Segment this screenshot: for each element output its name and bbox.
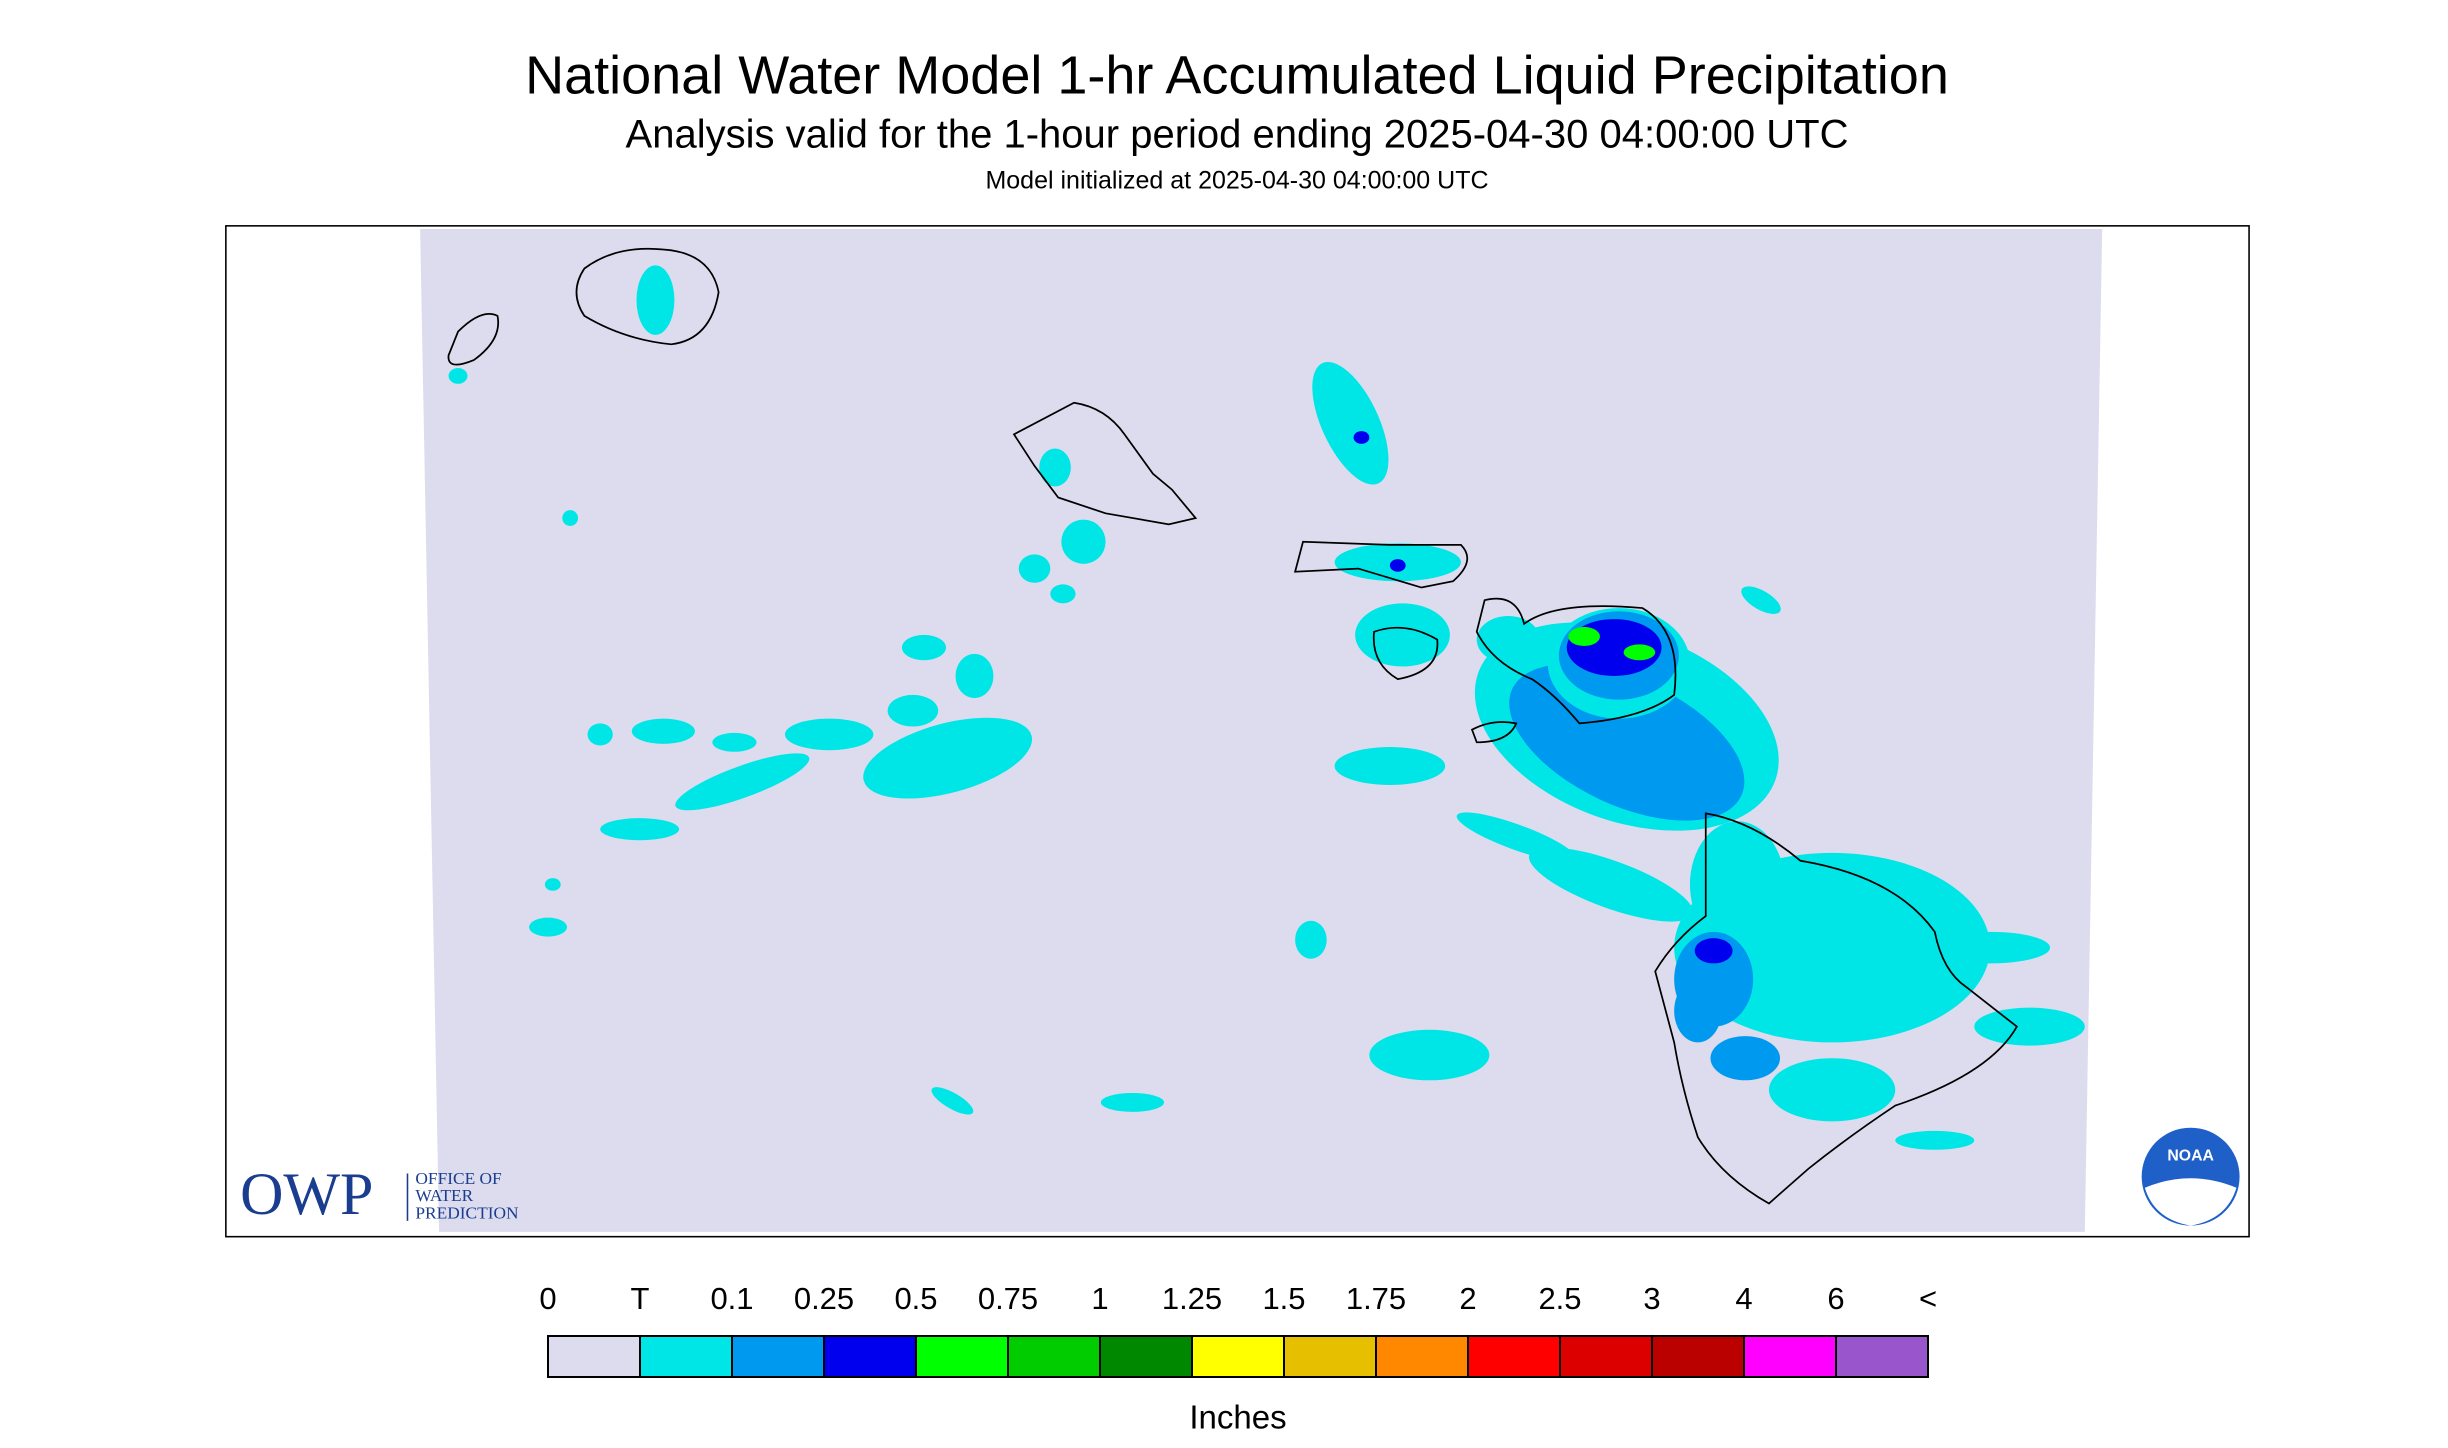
legend-swatch xyxy=(1375,1335,1469,1378)
legend-label: 1.5 xyxy=(1262,1281,1305,1316)
legend-label: 1.25 xyxy=(1162,1281,1222,1316)
owp-line: WATER xyxy=(415,1186,473,1205)
legend-swatch xyxy=(1835,1335,1929,1378)
legend-swatch xyxy=(1007,1335,1101,1378)
legend-swatch xyxy=(1743,1335,1837,1378)
legend-swatch xyxy=(1283,1335,1377,1378)
legend-label: 0.25 xyxy=(794,1281,854,1316)
precipitation xyxy=(448,265,2085,1150)
legend-label: < xyxy=(1919,1281,1937,1316)
legend-label: 3 xyxy=(1643,1281,1660,1316)
legend-swatch xyxy=(1099,1335,1193,1378)
init-time: Model initialized at 2025-04-30 04:00:00… xyxy=(985,167,1488,195)
legend-swatch xyxy=(639,1335,733,1378)
legend-unit: Inches xyxy=(1189,1399,1286,1436)
legend-label: 1.75 xyxy=(1346,1281,1406,1316)
noaa-text: NOAA xyxy=(2167,1147,2213,1164)
legend-label: 4 xyxy=(1735,1281,1752,1316)
legend-swatch xyxy=(915,1335,1009,1378)
owp-mark: OWP xyxy=(240,1161,373,1227)
legend-label: 0.75 xyxy=(978,1281,1038,1316)
legend-label: 6 xyxy=(1827,1281,1844,1316)
legend-label: T xyxy=(631,1281,650,1316)
legend-label: 2.5 xyxy=(1538,1281,1581,1316)
owp-line: OFFICE OF xyxy=(415,1169,502,1188)
legend-label: 1 xyxy=(1091,1281,1108,1316)
legend-swatch xyxy=(823,1335,917,1378)
legend-swatch xyxy=(1467,1335,1561,1378)
legend-swatch xyxy=(1191,1335,1285,1378)
legend-label: 0.1 xyxy=(710,1281,753,1316)
legend-swatch xyxy=(1651,1335,1745,1378)
map: OWP OFFICE OF WATER PREDICTION NOAA xyxy=(225,225,2250,1238)
legend-swatch xyxy=(547,1335,641,1378)
owp-logo: OWP OFFICE OF WATER PREDICTION xyxy=(240,1161,519,1227)
legend-swatch xyxy=(1559,1335,1653,1378)
legend: 0 T 0.1 0.25 0.5 0.75 1 1.25 1.5 1.75 2 2.5 3 4 6 < xyxy=(539,1281,1937,1378)
legend-swatch xyxy=(731,1335,825,1378)
coastlines xyxy=(447,247,2019,1205)
legend-label: 2 xyxy=(1459,1281,1476,1316)
noaa-logo: NOAA xyxy=(2141,1127,2240,1226)
owp-line: PREDICTION xyxy=(415,1204,519,1223)
title: National Water Model 1-hr Accumulated Li… xyxy=(525,45,1949,105)
subtitle: Analysis valid for the 1-hour period end… xyxy=(626,113,1849,157)
legend-label: 0.5 xyxy=(894,1281,937,1316)
legend-label: 0 xyxy=(539,1281,556,1316)
